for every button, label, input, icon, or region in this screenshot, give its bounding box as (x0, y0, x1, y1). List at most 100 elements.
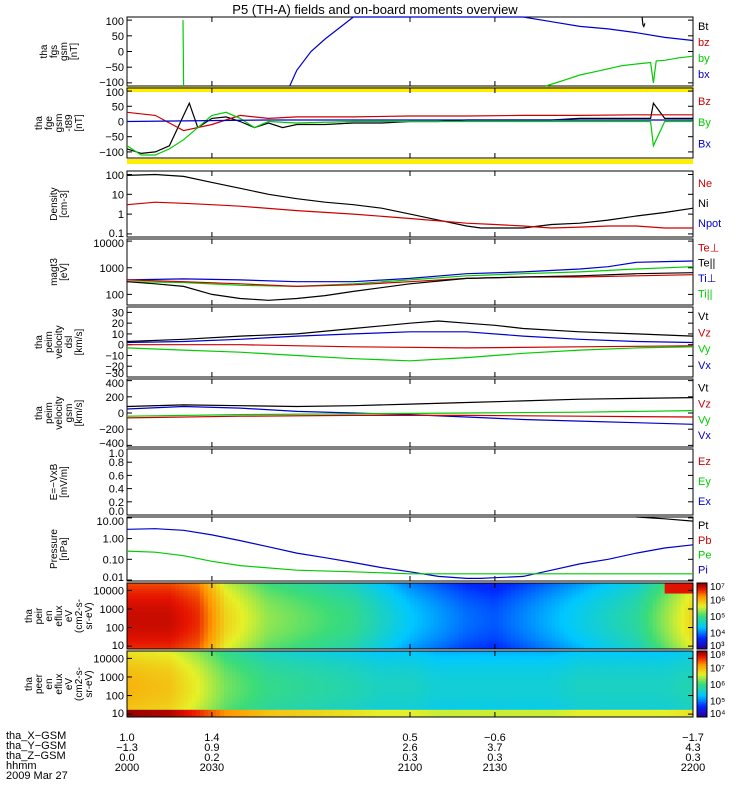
spectrogram-cell (341, 603, 346, 607)
spectrogram-cell (211, 595, 217, 599)
spectrogram-cell (600, 631, 605, 635)
spectrogram-cell (401, 626, 407, 630)
spectrogram-cell (333, 585, 338, 589)
spectrogram-cell (232, 603, 237, 607)
spectrogram-cell (567, 608, 573, 612)
spectrogram-cell (547, 613, 552, 617)
spectrogram-cell (131, 610, 136, 614)
spectrogram-cell (664, 646, 670, 650)
spectrogram-cell (660, 610, 666, 614)
spectrogram-cell (183, 691, 189, 695)
spectrogram-cell (131, 681, 136, 685)
spectrogram-cell (640, 593, 645, 597)
spectrogram-cell (567, 600, 573, 604)
spectrogram-cell (179, 694, 184, 698)
spectrogram-cell (543, 638, 548, 642)
spectrogram-cell (191, 676, 197, 680)
spectrogram-cell (155, 671, 160, 675)
spectrogram-cell (418, 618, 423, 622)
spectrogram-cell (551, 585, 556, 589)
spectrogram-cell (430, 595, 435, 599)
spectrogram-cell (357, 598, 362, 602)
spectrogram-cell (159, 661, 164, 665)
spectrogram-cell (652, 621, 658, 625)
spectrogram-cell (256, 585, 261, 589)
spectrogram-cell (268, 590, 273, 594)
spectrogram-cell (264, 686, 269, 690)
spectrogram-cell (365, 593, 370, 597)
spectrogram-cell (163, 709, 168, 713)
spectrogram-cell (470, 583, 476, 586)
spectrogram-cell (632, 583, 637, 586)
spectrogram-cell (167, 678, 172, 682)
spectrogram-cell (232, 714, 237, 718)
spectrogram-cell (276, 588, 282, 592)
spectrogram-cell (345, 636, 350, 640)
spectrogram-cell (438, 603, 443, 607)
spectrogram-cell (171, 618, 176, 622)
spectrogram-cell (543, 613, 548, 617)
spectrogram-cell (555, 641, 560, 645)
spectrogram-cell (600, 618, 605, 622)
spectrogram-cell (228, 666, 233, 670)
spectrogram-cell (608, 585, 613, 589)
spectrogram-cell (276, 623, 282, 627)
spectrogram-cell (583, 598, 589, 602)
spectrogram-cell (308, 641, 314, 645)
spectrogram-cell (422, 583, 427, 586)
spectrogram-cell (361, 636, 366, 640)
spectrogram-cell (179, 656, 184, 660)
spectrogram-cell (426, 636, 431, 640)
spectrogram-cell (232, 681, 237, 685)
spectrogram-cell (203, 671, 209, 675)
spectrogram-cell (482, 613, 488, 617)
spectrogram-cell (248, 585, 253, 589)
spectrogram-cell (333, 613, 338, 617)
spectrogram-cell (527, 623, 532, 627)
spectrogram-cell (317, 583, 322, 586)
spectrogram-cell (664, 603, 670, 607)
spectrogram-cell (143, 603, 148, 607)
spectrogram-cell (260, 618, 265, 622)
spectrogram-cell (179, 691, 184, 695)
spectrogram-cell (337, 595, 342, 599)
spectrogram-cell (252, 686, 257, 690)
spectrogram-cell (478, 646, 484, 650)
spectrogram-cell (228, 691, 233, 695)
spectrogram-cell (272, 641, 277, 645)
spectrogram-cell (636, 585, 641, 589)
spectrogram-cell (252, 588, 257, 592)
spectrogram-cell (195, 656, 201, 660)
spectrogram-cell (183, 711, 189, 715)
spectrogram-cell (624, 595, 629, 599)
spectrogram-cell (264, 663, 269, 667)
spectrogram-cell (587, 638, 593, 642)
spectrogram-cell (215, 608, 221, 612)
spectrogram-cell (260, 684, 265, 687)
spectrogram-cell (414, 641, 419, 645)
spectrogram-cell (373, 588, 379, 592)
spectrogram-cell (389, 638, 395, 642)
spectrogram-cell (397, 646, 403, 650)
spectrogram-cell (312, 641, 318, 645)
spectrogram-cell (494, 585, 500, 589)
spectrogram-cell (272, 714, 277, 718)
spectrogram-cell (523, 585, 528, 589)
spectrogram-cell (369, 631, 375, 635)
spectrogram-cell (268, 621, 273, 625)
spectrogram-cell (248, 600, 253, 604)
spectrogram-cell (219, 603, 225, 607)
spectrogram-cell (127, 588, 132, 592)
spectrogram-cell (539, 605, 544, 609)
spectrogram-cell (470, 631, 476, 635)
spectrogram-cell (159, 684, 164, 687)
spectrogram-cell (163, 699, 168, 703)
spectrogram-cell (555, 593, 560, 597)
spectrogram-cell (296, 610, 302, 614)
spectrogram-cell (470, 638, 476, 642)
spectrogram-cell (131, 663, 136, 667)
spectrogram-cell (434, 638, 439, 642)
spectrogram-cell (244, 641, 249, 645)
spectrogram-cell (547, 608, 552, 612)
spectrogram-cell (430, 626, 435, 630)
